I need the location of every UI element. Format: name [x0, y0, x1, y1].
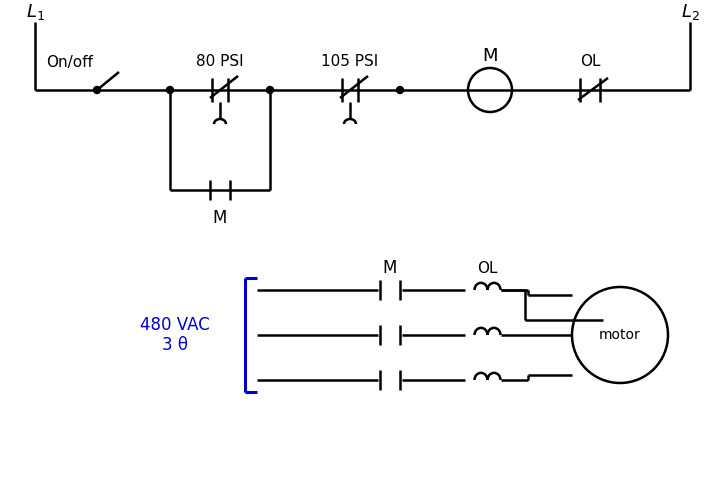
- Text: motor: motor: [599, 328, 641, 342]
- Text: 105 PSI: 105 PSI: [321, 54, 379, 69]
- Text: On/off: On/off: [47, 54, 94, 69]
- Circle shape: [397, 87, 403, 93]
- Text: 80 PSI: 80 PSI: [196, 54, 244, 69]
- Text: OL: OL: [477, 260, 498, 276]
- Circle shape: [266, 87, 274, 93]
- Text: $L_1$: $L_1$: [25, 2, 45, 22]
- Text: M: M: [482, 47, 498, 65]
- Circle shape: [166, 87, 174, 93]
- Text: 480 VAC
3 θ: 480 VAC 3 θ: [140, 315, 210, 354]
- Text: OL: OL: [580, 54, 600, 69]
- Text: $L_2$: $L_2$: [680, 2, 699, 22]
- Text: M: M: [383, 259, 397, 277]
- Text: M: M: [213, 209, 228, 227]
- Circle shape: [94, 87, 101, 93]
